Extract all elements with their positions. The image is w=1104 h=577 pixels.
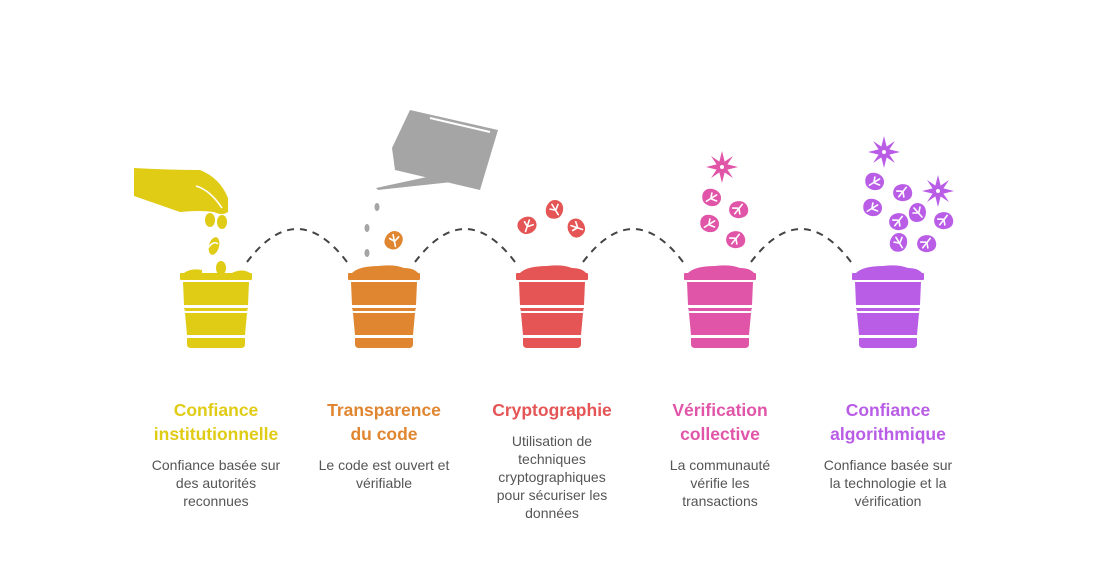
step-description-line: Utilisation de — [511, 433, 593, 449]
step-description: Confiance basée sur des autorités reconnue… — [141, 456, 291, 510]
watering-can-icon — [364, 110, 498, 257]
step-description-line: vérifiable — [355, 475, 413, 491]
step-description-line: Le code est ouvert et — [318, 457, 450, 473]
watering-can-sprout-icon — [348, 110, 498, 348]
leaves-flower-icon — [684, 151, 756, 348]
step-title: Vérification collective — [645, 398, 795, 446]
step-title-line: du code — [350, 424, 418, 444]
step-3: Cryptographie Utilisation de techniques cry… — [477, 398, 627, 522]
step-title-line: collective — [680, 424, 760, 444]
step-title: Cryptographie — [477, 398, 627, 422]
step-title-line: algorithmique — [830, 424, 946, 444]
step-5: Confiance algorithmique Confiance basée su… — [813, 398, 963, 510]
step-title-line: Transparence — [327, 400, 441, 420]
connector-2-3 — [414, 228, 516, 263]
step-title-line: Confiance — [845, 400, 931, 420]
connectors — [246, 228, 852, 263]
step-description-line: reconnues — [183, 493, 249, 509]
step-description: La communauté vérifie les transactions — [645, 456, 795, 510]
step-description-line: cryptographiques — [498, 469, 606, 485]
step-description-line: Confiance basée sur — [823, 457, 953, 473]
step-description-line: La communauté — [669, 457, 771, 473]
step-2: Transparence du code Le code est ouvert et… — [309, 398, 459, 492]
step-1: Confiance institutionnelle Confiance basée… — [141, 398, 291, 510]
step-description-line: la technologie et la — [829, 475, 947, 491]
connector-4-5 — [750, 228, 852, 263]
sprout-leaves-icon — [513, 197, 590, 348]
step-title: Transparence du code — [309, 398, 459, 446]
step-description-line: pour sécuriser les — [496, 487, 608, 503]
step-description: Confiance basée sur la technologie et la v… — [813, 456, 963, 510]
step-title: Confiance algorithmique — [813, 398, 963, 446]
step-title-line: Vérification — [672, 400, 768, 420]
step-description: Utilisation de techniques cryptographiques… — [477, 432, 627, 522]
step-description-line: vérifie les — [690, 475, 750, 491]
step-4: Vérification collective La communauté vérif… — [645, 398, 795, 510]
step-description-line: vérification — [854, 493, 922, 509]
step-title: Confiance institutionnelle — [141, 398, 291, 446]
step-description-line: données — [525, 505, 579, 521]
step-description-line: techniques — [518, 451, 586, 467]
step-description-line: Confiance basée sur — [151, 457, 281, 473]
connector-3-4 — [582, 228, 684, 263]
hand-sowing-seeds-icon — [134, 168, 252, 348]
step-title-line: institutionnelle — [153, 424, 279, 444]
leaves-flowers-icon — [852, 136, 956, 348]
step-description-line: transactions — [682, 493, 758, 509]
step-title-line: Cryptographie — [492, 400, 612, 420]
step-description: Le code est ouvert et vérifiable — [309, 456, 459, 492]
step-description-line: des autorités — [175, 475, 257, 491]
step-title-line: Confiance — [173, 400, 259, 420]
connector-1-2 — [246, 228, 348, 263]
